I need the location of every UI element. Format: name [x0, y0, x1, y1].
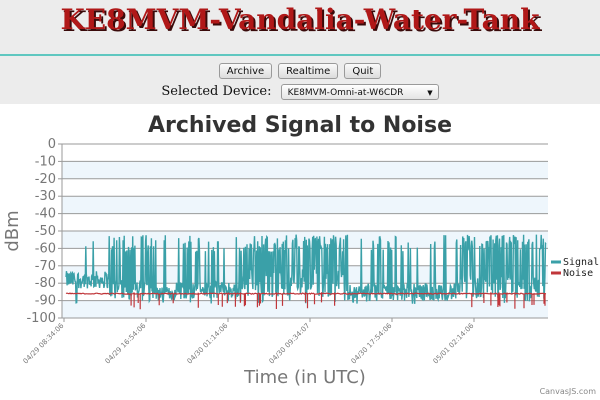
ytick-label: 0 — [48, 137, 56, 152]
page-title: KE8MVM-Vandalia-Water-Tank — [60, 3, 540, 36]
device-dropdown[interactable]: KE8MVM-Omni-at-W6CDR ▼ — [280, 83, 439, 100]
xtick-label: 04/30 09:34:07 — [268, 322, 312, 366]
xtick-label: 04/30 01:14:06 — [186, 321, 230, 365]
x-axis-title: Time (in UTC) — [243, 367, 366, 388]
chart-credit: CanvasJS.com — [540, 387, 597, 396]
xtick-label: 04/29 16:54:06 — [104, 321, 148, 365]
y-axis-title: dBm — [2, 210, 23, 251]
legend-signal-label: Signal — [563, 257, 599, 268]
ytick-label: -40 — [35, 207, 56, 222]
xtick-label: 04/30 17:54:06 — [350, 321, 394, 365]
chart-canvas: Archived Signal to Noise 0 -10 -20 -30 -40 -50… — [2, 113, 599, 396]
noise-line — [65, 291, 547, 310]
realtime-button[interactable]: Realtime — [278, 63, 339, 79]
device-label: Selected Device: — [161, 84, 272, 99]
ytick-label: -80 — [35, 276, 56, 291]
toolbar: Archive Realtime Quit — [0, 63, 600, 79]
ytick-label: -70 — [35, 259, 56, 274]
xtick-label: 05/01 02:14:06 — [432, 321, 476, 365]
device-selected-value: KE8MVM-Omni-at-W6CDR — [287, 87, 404, 98]
chart-title: Archived Signal to Noise — [148, 113, 452, 138]
grid-band — [62, 161, 548, 179]
ytick-label: -100 — [26, 311, 56, 326]
ytick-label: -10 — [35, 154, 56, 169]
ytick-label: -30 — [35, 189, 56, 204]
xtick-label: 04/29 08:34:06 — [22, 321, 66, 365]
archive-button[interactable]: Archive — [218, 63, 273, 79]
signal-line — [65, 234, 547, 304]
grid-band — [62, 196, 548, 214]
ytick-label: -60 — [35, 241, 56, 256]
quit-button[interactable]: Quit — [344, 63, 382, 79]
header-divider — [0, 54, 600, 56]
device-selector-row: Selected Device: KE8MVM-Omni-at-W6CDR ▼ — [0, 81, 600, 100]
ytick-label: -20 — [35, 172, 56, 187]
legend-noise-label: Noise — [563, 268, 593, 279]
chevron-down-icon: ▼ — [427, 88, 433, 97]
grid-band — [62, 300, 548, 318]
signal-noise-chart[interactable]: Archived Signal to Noise 0 -10 -20 -30 -40 -50… — [0, 104, 600, 400]
ytick-label: -50 — [35, 224, 56, 239]
ytick-label: -90 — [35, 294, 56, 309]
